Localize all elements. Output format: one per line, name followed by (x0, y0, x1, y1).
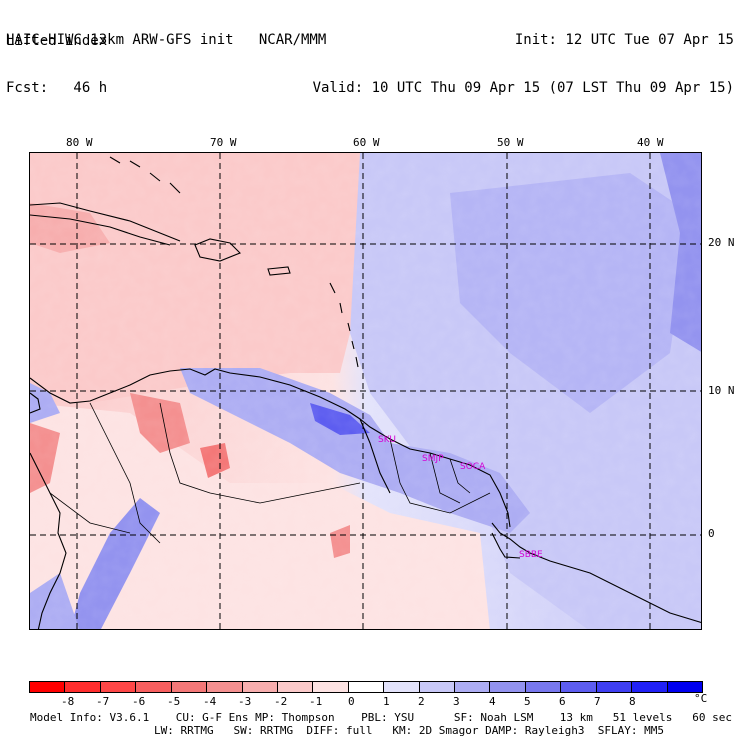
cb-label: -1 (309, 695, 323, 708)
lat-label-20n: 20 N (708, 236, 735, 249)
cb-unit: °C (694, 692, 708, 705)
colorbar-swatch (241, 682, 277, 692)
header-left: HAIC-HIWC 13km ARW-GFS init NCAR/MMM Fcs… (6, 0, 326, 112)
model-info-line2: LW: RRTMG SW: RRTMG DIFF: full KM: 2D Sm… (154, 724, 664, 737)
cb-label: 6 (559, 695, 566, 708)
colorbar-swatch (347, 682, 384, 692)
cb-label: -4 (203, 695, 217, 708)
colorbar-swatch (135, 682, 171, 692)
field-name: Lifted index (6, 33, 108, 49)
colorbar-swatch (631, 682, 667, 692)
map-panel: SKU SMJP SOCA SBBE (29, 152, 702, 630)
lon-label-50w: 50 W (497, 136, 524, 149)
colorbar-swatch (312, 682, 348, 692)
station-smjp: SMJP (422, 454, 444, 464)
colorbar-swatch (666, 682, 703, 692)
colorbar-swatch (276, 682, 313, 692)
colorbar-swatch (64, 682, 100, 692)
cb-label: 2 (418, 695, 425, 708)
colorbar (29, 681, 703, 693)
lon-label-40w: 40 W (637, 136, 664, 149)
colorbar-swatch (30, 682, 65, 692)
lon-label-80w: 80 W (66, 136, 93, 149)
cb-label: -6 (132, 695, 146, 708)
forecast-hour: Fcst: 46 h (6, 80, 108, 96)
lifted-index-map: SKU SMJP SOCA SBBE (30, 153, 701, 629)
cb-label: 8 (629, 695, 636, 708)
colorbar-swatch (454, 682, 490, 692)
colorbar-swatch (383, 682, 419, 692)
cb-label: 3 (453, 695, 460, 708)
lon-label-60w: 60 W (353, 136, 380, 149)
colorbar-swatch (595, 682, 632, 692)
colorbar-swatch (489, 682, 525, 692)
header-right: Init: 12 UTC Tue 07 Apr 15 Valid: 10 UTC… (313, 0, 734, 112)
cb-label: -7 (96, 695, 110, 708)
cb-label: -8 (61, 695, 75, 708)
valid-time: Valid: 10 UTC Thu 09 Apr 15 (07 LST Thu … (312, 80, 734, 96)
cb-label: 7 (594, 695, 601, 708)
coastlines (30, 156, 701, 629)
colorbar-swatch (560, 682, 596, 692)
station-soca: SOCA (460, 462, 486, 472)
station-sbbe: SBBE (519, 550, 543, 560)
colorbar-swatch (524, 682, 561, 692)
init-time: Init: 12 UTC Tue 07 Apr 15 (514, 32, 734, 48)
cb-label: -2 (274, 695, 288, 708)
lon-label-70w: 70 W (210, 136, 237, 149)
model-info-line1: Model Info: V3.6.1 CU: G-F Ens MP: Thomp… (30, 711, 732, 724)
cb-label: 0 (348, 695, 355, 708)
lat-label-0: 0 (708, 527, 715, 540)
cb-label: -3 (238, 695, 252, 708)
station-sku: SKU (378, 435, 396, 445)
cb-label: 4 (489, 695, 496, 708)
colorbar-swatch (206, 682, 242, 692)
cb-label: 5 (524, 695, 531, 708)
colorbar-swatch (418, 682, 455, 692)
cb-label: 1 (383, 695, 390, 708)
model-title: HAIC-HIWC 13km ARW-GFS init NCAR/MMM (6, 32, 327, 48)
cb-label: -5 (167, 695, 181, 708)
graticule (30, 153, 701, 629)
colorbar-swatch (170, 682, 207, 692)
borders (49, 402, 491, 544)
lat-label-10n: 10 N (708, 384, 735, 397)
colorbar-swatch (99, 682, 136, 692)
